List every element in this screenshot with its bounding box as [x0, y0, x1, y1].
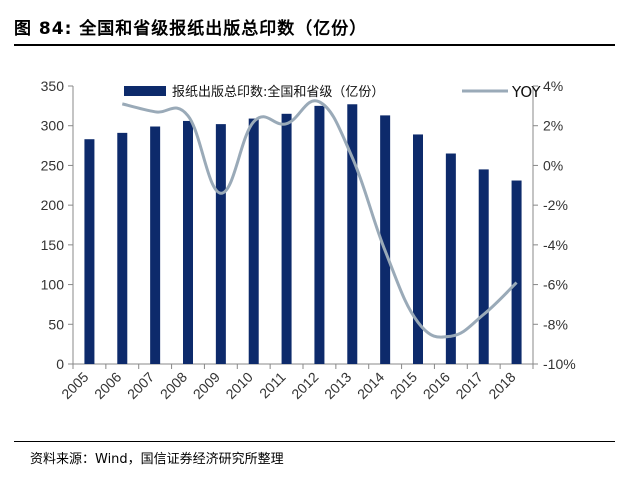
chart-title: 图 84: 全国和省级报纸出版总印数（亿份）	[14, 19, 368, 39]
line-series	[121, 99, 518, 339]
y-left-tick-label: 0	[56, 356, 64, 372]
yoy-line	[121, 99, 518, 339]
x-tick-label: 2018	[485, 369, 518, 402]
bar	[413, 134, 423, 364]
legend-bar-label: 报纸出版总印数:全国和省级（亿份）	[172, 84, 384, 100]
legend-line-label: YOY	[511, 83, 541, 101]
y-right-tick-label: 0%	[543, 157, 563, 173]
x-tick-label: 2007	[124, 369, 157, 402]
bar	[511, 180, 522, 364]
y-left-tick-label: 100	[41, 277, 65, 293]
combo-chart: 0 50 100 150 200 250 300 350 -10% -8% -6% -4% -2% 0% 2…	[41, 78, 576, 402]
source-note: 资料来源：Wind，国信证券经济研究所整理	[30, 452, 284, 467]
x-tick-label: 2014	[354, 369, 387, 402]
x-tick-label: 2016	[420, 369, 453, 402]
bar	[117, 132, 128, 364]
bar	[183, 120, 193, 364]
x-tick-label: 2008	[157, 369, 190, 402]
y-right-tick-label: 2%	[543, 118, 563, 134]
y-left-tick-label: 150	[41, 237, 65, 253]
y-right-tick-label: -8%	[543, 316, 568, 332]
bar-series	[84, 104, 522, 365]
bar	[84, 139, 95, 364]
bar	[150, 126, 161, 364]
x-tick-label: 2011	[256, 369, 289, 402]
bar	[347, 104, 358, 365]
title-rule	[14, 44, 615, 46]
y-right-tick-label: -4%	[543, 237, 568, 253]
legend-bar-swatch	[124, 86, 166, 96]
x-tick-label: 2012	[288, 369, 321, 402]
y-left-tick-label: 350	[41, 78, 65, 94]
y-right-tick-label: -10%	[543, 356, 576, 372]
y-left-tick-label: 250	[41, 157, 65, 173]
y-left-tick-label: 200	[41, 197, 65, 213]
bar	[380, 115, 391, 364]
bar	[281, 113, 292, 364]
bar	[478, 169, 489, 364]
x-tick-label: 2005	[58, 369, 91, 402]
bar	[314, 105, 325, 364]
x-axis-labels: 2005 2006 2007 2008 2009 2010 2011 2012 2013 2014…	[58, 369, 519, 402]
y-left-tick-label: 50	[48, 316, 64, 332]
y-right-tick-label: -2%	[543, 197, 568, 213]
y-right-tick-label: -6%	[543, 277, 568, 293]
x-tick-label: 2013	[321, 369, 354, 402]
x-tick-label: 2017	[452, 369, 485, 402]
x-tick-label: 2009	[190, 369, 223, 402]
bar	[215, 124, 226, 364]
x-tick-label: 2006	[91, 369, 124, 402]
footer-rule	[14, 441, 615, 442]
bar	[445, 153, 456, 364]
chart-axes: 0 50 100 150 200 250 300 350 -10% -8% -6% -4% -2% 0% 2…	[41, 78, 576, 372]
x-tick-label: 2010	[222, 369, 255, 402]
y-left-tick-label: 300	[41, 118, 65, 134]
chart-legend: 报纸出版总印数:全国和省级（亿份） YOY	[124, 83, 541, 101]
y-right-tick-label: 4%	[543, 78, 563, 94]
bar	[248, 118, 259, 365]
x-tick-label: 2015	[387, 369, 420, 402]
